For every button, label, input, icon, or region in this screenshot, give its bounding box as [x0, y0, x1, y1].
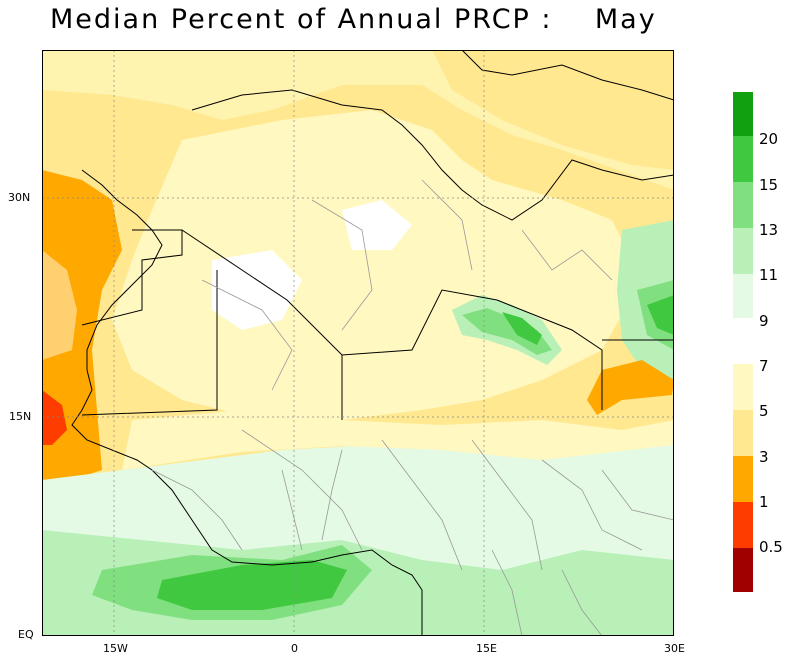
legend-swatch-9 — [733, 274, 753, 318]
legend-swatch-11 — [733, 228, 753, 274]
map-title: Median Percent of Annual PRCP : May — [50, 4, 657, 35]
lat-label-15n: 15N — [9, 410, 32, 423]
legend-label-9: 9 — [759, 312, 769, 330]
legend-label-7: 7 — [759, 357, 769, 375]
legend-swatch-3 — [733, 456, 753, 502]
legend-swatch-0.5 — [733, 548, 753, 592]
lon-label-0: 0 — [291, 642, 298, 655]
legend-label-15: 15 — [759, 176, 779, 194]
legend-label-11: 11 — [759, 266, 779, 284]
precipitation-map — [42, 50, 674, 636]
legend-label-20: 20 — [759, 130, 779, 148]
lon-label-15e: 15E — [476, 642, 497, 655]
legend-swatch-7 — [733, 364, 753, 410]
legend-label-3: 3 — [759, 448, 769, 466]
legend-label-13: 13 — [759, 221, 779, 239]
legend-swatch-13 — [733, 182, 753, 228]
legend-swatch-20 — [733, 92, 753, 136]
legend-label-0.5: 0.5 — [759, 538, 783, 556]
legend-label-1: 1 — [759, 493, 769, 511]
legend-swatch-1 — [733, 502, 753, 548]
lat-label-eq: EQ — [18, 628, 34, 641]
legend-label-5: 5 — [759, 402, 769, 420]
lon-label-30e: 30E — [664, 642, 685, 655]
lon-label-15w: 15W — [103, 642, 128, 655]
legend-swatch-5 — [733, 410, 753, 456]
color-legend — [733, 92, 753, 592]
lat-label-30n: 30N — [8, 191, 31, 204]
legend-swatch-15 — [733, 136, 753, 182]
